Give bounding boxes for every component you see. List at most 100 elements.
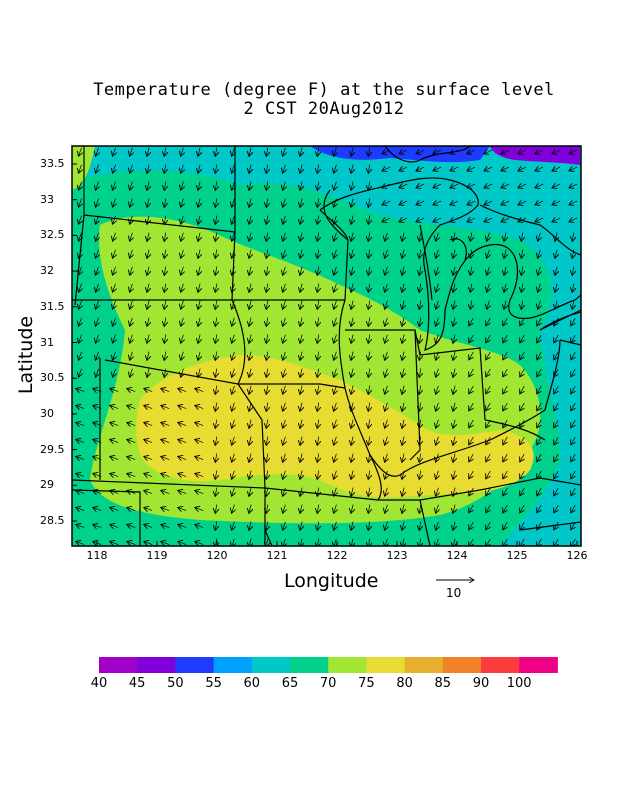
wind-arrow <box>402 249 404 259</box>
wind-arrow <box>503 521 508 530</box>
wind-arrow <box>351 266 353 276</box>
y-tick-marks <box>72 163 77 522</box>
wind-arrow <box>78 300 81 309</box>
wind-arrow <box>110 422 119 425</box>
wind-arrow <box>351 436 353 446</box>
wind-arrow <box>110 405 119 408</box>
wind-arrow <box>450 201 459 205</box>
wind-arrow <box>436 249 439 259</box>
wind-arrow <box>300 232 302 242</box>
wind-arrow <box>368 300 370 310</box>
wind-arrow <box>571 402 576 411</box>
wind-arrow <box>467 150 476 154</box>
wind-arrow <box>503 436 508 445</box>
wind-arrow <box>198 300 200 310</box>
wind-arrow <box>249 334 251 344</box>
border-line <box>559 339 581 346</box>
wind-arrow <box>249 351 251 361</box>
wind-arrow <box>283 368 286 378</box>
wind-arrow <box>130 351 133 361</box>
wind-arrow <box>402 368 404 378</box>
wind-arrow <box>110 456 119 459</box>
wind-arrow <box>161 456 170 459</box>
border-line <box>369 454 401 477</box>
wind-arrow <box>161 405 170 408</box>
wind-arrow <box>419 351 421 361</box>
wind-arrow <box>469 504 474 513</box>
wind-arrow <box>351 300 353 310</box>
wind-arrow <box>198 232 200 242</box>
wind-arrow <box>215 232 217 242</box>
wind-arrow <box>385 521 388 531</box>
wind-arrow <box>520 521 525 530</box>
wind-arrow <box>78 164 81 173</box>
wind-arrow <box>453 385 455 395</box>
wind-arrow <box>572 300 574 310</box>
wind-arrow <box>181 300 184 310</box>
wind-arrow <box>283 487 286 497</box>
y-tick-label: 32.5 <box>40 228 65 242</box>
wind-arrow <box>266 147 268 157</box>
wind-arrow <box>181 232 184 242</box>
wind-arrow <box>351 351 353 361</box>
wind-arrow <box>78 368 81 377</box>
wind-arrow <box>419 402 421 412</box>
wind-arrow <box>351 249 353 259</box>
wind-arrow <box>76 541 85 544</box>
wind-arrow <box>215 419 217 429</box>
wind-arrow <box>317 436 319 446</box>
wind-arrow <box>436 334 439 344</box>
wind-arrow <box>419 266 421 276</box>
wind-arrow <box>334 402 337 412</box>
wind-arrow <box>552 218 561 222</box>
wind-arrow <box>520 368 525 377</box>
wind-arrow <box>232 300 235 310</box>
x-tick-label: 125 <box>506 549 528 562</box>
wind-arrow <box>144 388 153 391</box>
wind-arrow <box>537 436 542 445</box>
wind-arrow <box>453 368 455 378</box>
wind-arrow <box>402 351 404 361</box>
wind-arrow <box>521 266 523 276</box>
wind-arrow <box>317 487 319 497</box>
wind-arrow <box>535 218 544 222</box>
wind-arrow <box>572 283 574 293</box>
wind-arrow <box>453 470 455 480</box>
wind-arrow <box>368 232 370 242</box>
wind-arrow <box>433 184 442 188</box>
wind-arrow <box>317 147 319 157</box>
wind-arrow <box>317 453 319 463</box>
wind-arrow <box>249 300 251 310</box>
wind-arrow <box>78 147 81 156</box>
wind-arrow <box>416 218 425 222</box>
wind-arrow <box>402 300 404 310</box>
chart-title: Temperature (degree F) at the surface le… <box>93 80 555 100</box>
wind-arrow <box>334 317 337 327</box>
wind-arrow <box>76 524 85 527</box>
wind-arrow <box>334 436 337 446</box>
wind-arrow <box>300 470 302 480</box>
wind-arrow <box>334 453 337 463</box>
wind-arrow <box>112 283 115 292</box>
wind-arrow <box>419 453 421 463</box>
wind-arrow <box>178 473 187 476</box>
wind-arrow <box>110 524 119 527</box>
wind-arrow <box>571 334 576 343</box>
wind-arrow <box>181 147 184 157</box>
wind-arrow <box>195 422 204 425</box>
wind-arrow <box>469 521 474 530</box>
wind-arrow <box>110 439 119 442</box>
wind-arrow <box>147 300 149 310</box>
wind-arrow <box>419 521 421 531</box>
wind-arrow <box>351 164 353 174</box>
wind-arrow <box>399 218 408 222</box>
wind-arrow <box>300 453 302 463</box>
wind-arrow <box>215 334 217 344</box>
wind-arrow <box>232 147 235 157</box>
wind-arrow <box>215 164 217 174</box>
wind-arrow <box>351 232 353 242</box>
wind-arrow <box>402 436 404 446</box>
wind-arrow <box>537 504 542 513</box>
wind-arrow <box>181 181 184 191</box>
